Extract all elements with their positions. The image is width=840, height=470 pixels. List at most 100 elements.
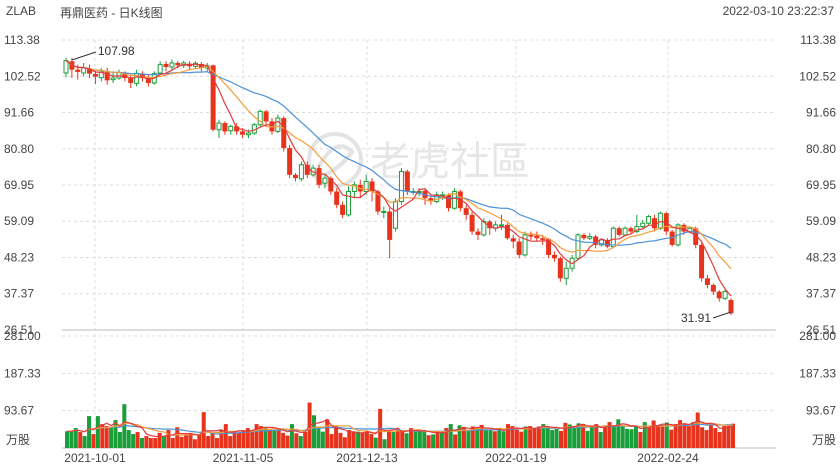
volume-bar (298, 436, 303, 448)
volume-bar (444, 428, 449, 448)
volume-bar (289, 424, 294, 448)
volume-bar (497, 428, 502, 448)
candle-body (275, 117, 281, 132)
candle-body (704, 278, 710, 285)
volume-bar (237, 432, 242, 448)
volume-bar (554, 428, 559, 448)
candle-body (622, 227, 628, 236)
candle-body (175, 62, 181, 66)
volume-bar (87, 416, 92, 448)
candle-body (157, 64, 163, 74)
candle-body (563, 267, 569, 279)
volume-bar (576, 423, 581, 448)
volume-bar (78, 432, 83, 448)
candle-body (63, 60, 69, 74)
volume-bar (197, 434, 202, 448)
candle-body (293, 174, 299, 179)
volume-bar (713, 428, 718, 448)
volume-bar (633, 426, 638, 448)
volume-bar (488, 430, 493, 448)
candle-body (451, 190, 457, 209)
volume-bar (245, 428, 250, 448)
volume-tick-right: 281.00 (799, 329, 836, 343)
volume-bar (514, 429, 519, 448)
candle-body (369, 181, 375, 192)
volume-bar (722, 426, 727, 448)
volume-bar (536, 426, 541, 448)
volume-bar (360, 432, 365, 448)
ma10-line (65, 60, 732, 270)
watermark-text: 老虎社區 (370, 139, 530, 185)
candle-body (169, 62, 175, 68)
volume-unit: 万股 (6, 433, 30, 447)
candle-body (510, 238, 516, 242)
volume-bar (148, 438, 153, 448)
volume-bar (625, 428, 630, 448)
candle-body (351, 184, 357, 192)
volume-bar (131, 434, 136, 448)
candle-body (263, 111, 269, 122)
volume-bar (594, 424, 599, 448)
candle-body (551, 254, 557, 259)
candle-body (546, 238, 552, 255)
candle-body (398, 170, 404, 203)
volume-bar (660, 424, 665, 448)
volume-bar (386, 431, 391, 448)
volume-unit: 万股 (812, 433, 836, 447)
candle-body (128, 77, 134, 83)
volume-bar (100, 424, 105, 448)
low-label: 31.91 (681, 311, 711, 325)
volume-bar (206, 436, 211, 448)
volume-bar (347, 430, 352, 448)
candle-body (498, 224, 504, 227)
volume-bar (717, 432, 722, 448)
volume-bar (589, 426, 594, 448)
volume-bar (422, 430, 427, 448)
volume-bar (431, 434, 436, 448)
candle-body (534, 235, 540, 239)
volume-bar (510, 426, 515, 448)
price-tick-left: 91.66 (4, 106, 34, 120)
volume-bar (506, 424, 511, 448)
volume-bar (731, 423, 735, 448)
price-tick-left: 59.09 (4, 214, 34, 228)
volume-bar (413, 431, 418, 448)
candle-body (710, 284, 716, 292)
volume-bar (109, 427, 114, 448)
volume-bar (276, 430, 281, 448)
candle-body (616, 228, 622, 235)
chart-title: 再鼎医药 - 日K线图 (60, 6, 163, 20)
price-tick-right: 80.80 (806, 142, 836, 156)
candle-body (216, 122, 222, 131)
candle-body (328, 178, 334, 192)
volume-bar (545, 427, 550, 448)
candle-body (487, 221, 493, 229)
volume-bar (228, 436, 233, 448)
volume-bar (585, 430, 590, 448)
candle-body (228, 125, 234, 132)
candle-body (528, 234, 534, 237)
volume-bar (82, 436, 87, 448)
price-tick-right: 91.66 (806, 106, 836, 120)
volume-bar (466, 430, 471, 448)
price-tick-right: 59.09 (806, 214, 836, 228)
volume-bar (479, 424, 484, 448)
volume-bar (338, 432, 343, 448)
candle-body (316, 168, 322, 185)
volume-bar (572, 426, 577, 448)
candle-body (446, 194, 452, 209)
volume-bar (166, 430, 171, 448)
volume-bar (448, 424, 453, 448)
volume-bar (426, 435, 431, 448)
candle-body (593, 236, 599, 245)
volume-bar (334, 426, 339, 448)
volume-bar (607, 422, 612, 448)
candle-body (304, 164, 310, 175)
candle-body (657, 212, 663, 229)
candle-body (428, 198, 434, 202)
candle-body (469, 214, 475, 232)
volume-bar (708, 424, 713, 448)
watermark: 老虎社區 (307, 132, 530, 188)
volume-bar (65, 431, 69, 448)
grid-lines (62, 39, 776, 449)
